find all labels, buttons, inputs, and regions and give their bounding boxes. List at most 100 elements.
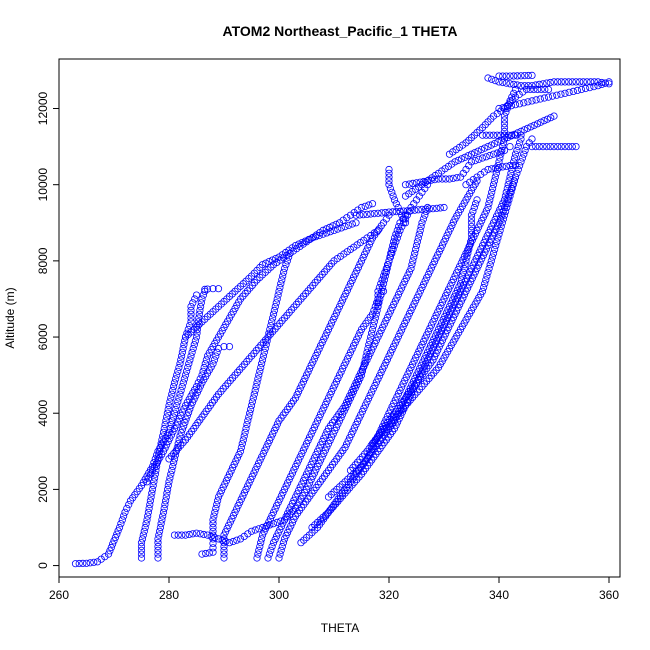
data-point (365, 201, 373, 209)
data-point (258, 261, 267, 269)
data-point (140, 527, 148, 535)
data-point (274, 291, 282, 299)
data-point (481, 248, 489, 256)
data-point (319, 230, 327, 238)
data-point (495, 158, 503, 166)
data-series (71, 287, 209, 568)
data-point (344, 437, 352, 445)
data-point (180, 375, 188, 383)
data-series (528, 143, 580, 151)
data-point (394, 332, 402, 341)
data-point (269, 508, 278, 516)
data-point (271, 302, 279, 311)
data-point (320, 404, 328, 412)
data-point (463, 284, 472, 292)
data-point (114, 527, 122, 535)
data-point (374, 295, 382, 303)
data-point (554, 78, 562, 86)
data-point (263, 337, 271, 345)
data-point (137, 550, 146, 558)
data-point (425, 345, 433, 353)
data-point (154, 535, 162, 543)
data-point (419, 366, 427, 374)
data-point (367, 210, 375, 218)
data-point (174, 531, 182, 539)
data-point (307, 475, 315, 484)
data-point (495, 230, 503, 238)
data-point (181, 371, 190, 379)
data-point (257, 363, 265, 372)
points-layer (71, 71, 613, 568)
data-point (543, 143, 551, 151)
data-point (276, 550, 284, 558)
data-point (352, 379, 360, 387)
data-point (474, 261, 483, 269)
data-point (528, 71, 536, 80)
data-point (362, 247, 370, 255)
data-point (338, 364, 347, 373)
data-point (370, 306, 378, 314)
data-point (75, 559, 83, 568)
data-point (268, 318, 276, 326)
chart-title: ATOM2 Northeast_Pacific_1 THETA (223, 23, 458, 39)
data-point (488, 188, 496, 196)
x-tick-label: 280 (159, 588, 179, 602)
data-point (174, 398, 182, 406)
data-point (391, 396, 399, 404)
data-point (265, 550, 273, 558)
data-point (485, 200, 493, 208)
data-point (192, 529, 201, 537)
data-point (231, 508, 239, 516)
data-point (474, 223, 483, 231)
data-point (212, 305, 220, 313)
data-point (412, 296, 420, 305)
data-series (220, 211, 393, 562)
data-point (470, 271, 478, 279)
data-point (499, 104, 507, 112)
data-point (334, 374, 342, 382)
data-point (261, 524, 270, 533)
data-point (398, 223, 406, 231)
data-point (137, 546, 146, 554)
data-point (415, 290, 423, 298)
data-point (469, 207, 477, 215)
data-point (550, 143, 558, 151)
data-point (573, 86, 582, 95)
data-point (520, 99, 528, 107)
data-point (413, 350, 421, 359)
data-point (159, 508, 168, 516)
data-point (601, 79, 609, 87)
data-point (459, 294, 467, 302)
data-point (533, 120, 542, 128)
data-point (247, 475, 255, 484)
data-point (436, 322, 444, 330)
data-point (318, 270, 326, 279)
data-point (456, 300, 464, 308)
data-point (293, 490, 301, 498)
data-point (178, 352, 186, 360)
data-point (565, 143, 573, 151)
data-point (199, 367, 207, 375)
data-point (364, 344, 372, 353)
data-point (484, 165, 492, 174)
data-point (535, 80, 543, 89)
data-point (456, 280, 465, 288)
data-point (511, 162, 520, 170)
data-point (411, 245, 420, 253)
data-point (354, 206, 362, 214)
data-point (409, 378, 417, 386)
data-point (201, 285, 209, 293)
data-point (405, 268, 413, 276)
data-point (463, 246, 472, 254)
data-point (248, 398, 256, 406)
data-point (343, 214, 351, 222)
data-point (221, 480, 229, 488)
data-point (279, 268, 288, 276)
data-point (367, 333, 375, 341)
data-series (368, 173, 520, 448)
data-point (165, 401, 173, 410)
data-point (488, 75, 496, 83)
data-point (375, 330, 384, 338)
data-point (264, 554, 272, 562)
data-point (254, 375, 262, 383)
